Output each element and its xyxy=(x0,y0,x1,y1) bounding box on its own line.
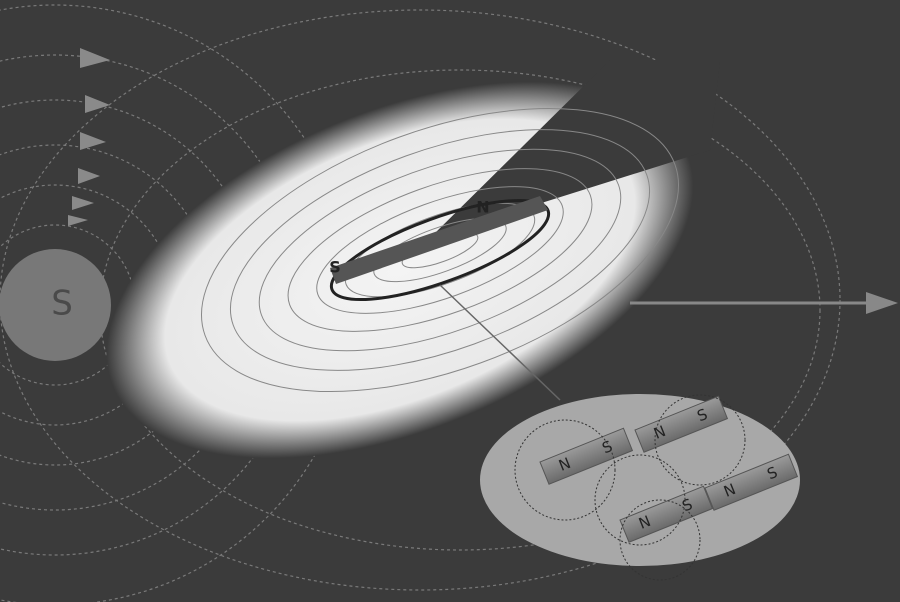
magnet-body xyxy=(634,395,729,453)
magnet-body xyxy=(539,427,634,485)
magnet-south-label: S xyxy=(329,258,341,277)
field-contours xyxy=(201,107,679,393)
inset-disc xyxy=(480,394,800,566)
sun-label: S xyxy=(51,284,73,324)
bar-magnet xyxy=(330,196,548,284)
orbit-ring xyxy=(329,198,551,302)
inset-magnets: N S N S N S N S xyxy=(539,395,799,543)
flow-arrows xyxy=(68,48,110,226)
inset-magnet: N S xyxy=(704,453,799,511)
inset-magnet: N S xyxy=(619,485,714,543)
magnet-body xyxy=(704,453,799,511)
lobe-gap xyxy=(430,60,720,238)
axis-arrowhead xyxy=(866,292,898,314)
callout-line xyxy=(439,284,561,401)
magnet-north-label: N xyxy=(476,198,489,217)
inset-field-lines xyxy=(514,394,746,581)
sun-disc xyxy=(0,249,111,361)
magnet-body xyxy=(619,485,714,543)
inset-magnet: N S xyxy=(634,395,729,453)
inset-magnet: N S xyxy=(539,427,634,485)
